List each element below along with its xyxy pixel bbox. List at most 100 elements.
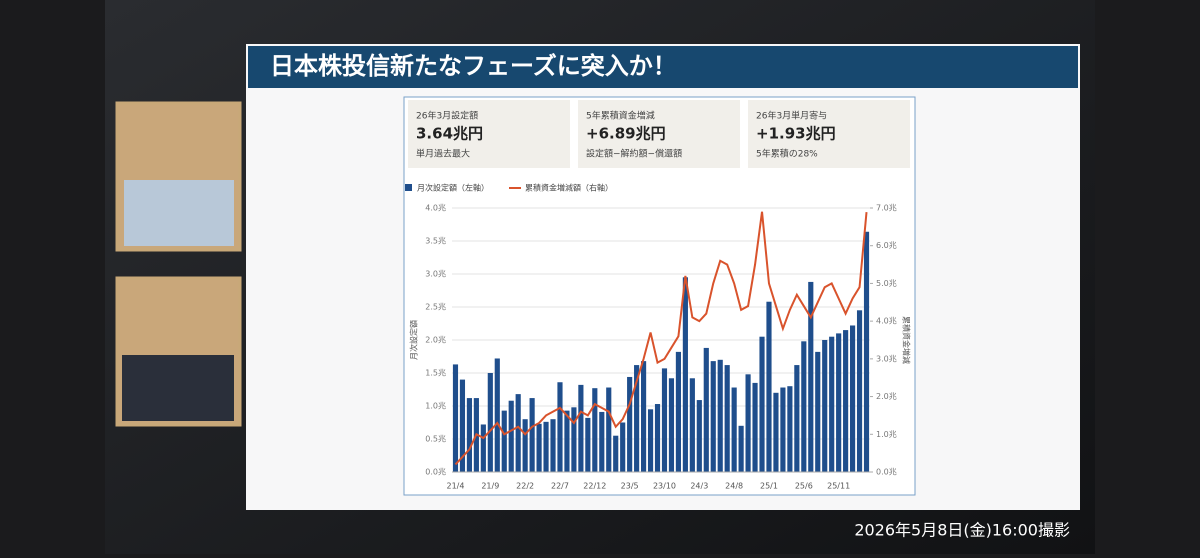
y2-tick-label: 7.0兆	[876, 203, 897, 213]
bar	[585, 417, 591, 472]
bar	[801, 341, 807, 472]
bar	[487, 373, 493, 472]
legend-label: 累積資金増減額（右軸）	[525, 183, 613, 193]
bar	[863, 231, 870, 472]
bar	[752, 382, 758, 472]
bar	[480, 424, 486, 472]
bar	[787, 386, 793, 472]
x-tick-label: 23/10	[653, 482, 676, 491]
bar	[550, 419, 556, 472]
y2-tick-label: 5.0兆	[876, 278, 897, 288]
y2-tick-label: 0.0兆	[876, 467, 897, 477]
bar	[731, 387, 737, 472]
bar	[675, 351, 681, 472]
bar	[668, 378, 675, 472]
x-tick-label: 21/4	[446, 482, 464, 491]
bar	[536, 423, 542, 472]
bar	[682, 277, 688, 472]
y-tick-label: 0.0兆	[425, 467, 446, 477]
timestamp: 2026年5月8日(金)16:00撮影	[854, 521, 1070, 540]
x-tick-label: 23/5	[621, 482, 639, 491]
legend-label: 月次設定額（左軸）	[417, 183, 489, 193]
bar	[654, 404, 661, 472]
bar	[515, 394, 521, 472]
bar	[508, 400, 514, 472]
bar	[452, 364, 459, 472]
bar	[564, 410, 570, 472]
bar	[780, 387, 786, 472]
y-tick-label: 4.0兆	[425, 203, 446, 213]
y-tick-label: 1.0兆	[425, 401, 446, 411]
x-tick-label: 22/12	[583, 482, 606, 491]
bar	[703, 347, 709, 472]
bar	[627, 376, 633, 472]
y2-tick-label: 3.0兆	[876, 353, 897, 363]
bar	[592, 388, 598, 472]
y-tick-label: 0.5兆	[425, 434, 446, 444]
card-label: 26年3月設定額	[416, 110, 478, 122]
x-tick-label: 22/2	[516, 482, 534, 491]
card-value: +6.89兆円	[586, 125, 666, 143]
bar	[829, 336, 835, 472]
bar	[634, 365, 640, 472]
bar	[606, 387, 612, 472]
bar	[843, 330, 849, 472]
person-2	[122, 355, 234, 421]
card	[408, 100, 570, 168]
y2-axis-label: 累積資金増減	[902, 316, 912, 364]
bar	[696, 400, 702, 472]
bar	[710, 361, 716, 472]
bar	[766, 301, 772, 472]
card-label: 26年3月単月寄与	[756, 110, 827, 122]
y-tick-label: 3.5兆	[425, 236, 446, 246]
bar	[856, 310, 863, 472]
bar	[543, 421, 549, 472]
x-tick-label: 22/7	[551, 482, 569, 491]
y-tick-label: 1.5兆	[425, 368, 446, 378]
bar	[689, 378, 695, 472]
bar	[717, 359, 723, 472]
card	[578, 100, 740, 168]
bar	[745, 374, 751, 472]
line	[454, 211, 868, 466]
bar	[501, 410, 507, 472]
card	[748, 100, 910, 168]
y2-tick-label: 1.0兆	[876, 429, 897, 439]
x-tick-label: 25/6	[795, 482, 813, 491]
bar	[759, 336, 765, 472]
card-value: +1.93兆円	[756, 125, 836, 143]
bar	[571, 407, 577, 472]
bar	[557, 382, 563, 472]
bar	[822, 340, 828, 472]
bar	[850, 325, 856, 472]
bar	[522, 419, 528, 472]
y2-tick-label: 6.0兆	[876, 240, 897, 250]
bar	[724, 365, 730, 472]
y-tick-label: 3.0兆	[425, 269, 446, 279]
bar	[459, 379, 466, 472]
bar	[794, 365, 800, 472]
y2-tick-label: 2.0兆	[876, 391, 897, 401]
bar	[738, 425, 744, 472]
bar	[599, 411, 605, 472]
x-tick-label: 25/1	[760, 482, 778, 491]
bar	[808, 281, 814, 472]
card-label: 5年累積資金増減	[586, 110, 655, 122]
x-tick-label: 24/3	[690, 482, 708, 491]
bar	[641, 361, 647, 472]
bar	[815, 351, 821, 472]
bar	[836, 333, 842, 472]
chart: 0.0兆 0.5兆 1.0兆 1.5兆 2.0兆 2.5兆 3.0兆 3.5兆 4.0兆 0.0兆…	[405, 183, 912, 491]
bar	[529, 398, 535, 472]
bar	[661, 368, 668, 472]
bar	[466, 398, 472, 472]
bar	[620, 422, 626, 472]
card-value: 3.64兆円	[416, 125, 483, 143]
y-axis-label: 月次設定額	[409, 320, 419, 360]
person-1	[124, 180, 234, 246]
card-note: 5年累積の28%	[756, 148, 818, 160]
slide-title: 日本株投信新たなフェーズに突入か！	[270, 52, 677, 80]
x-tick-label: 24/8	[725, 482, 743, 491]
